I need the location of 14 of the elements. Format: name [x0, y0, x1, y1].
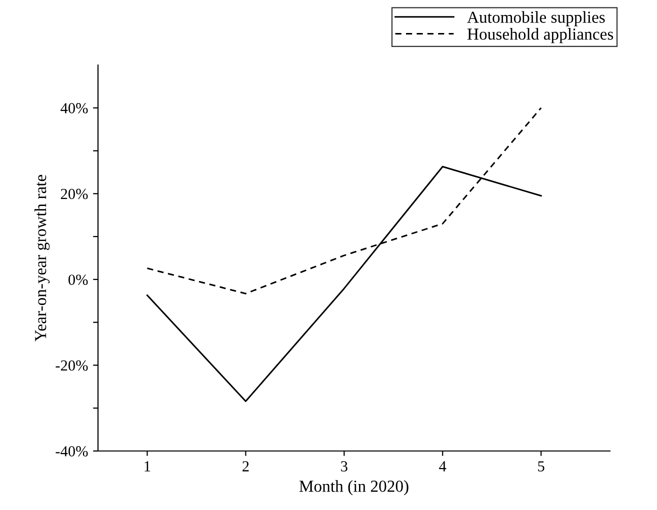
- legend-label: Automobile supplies: [467, 11, 605, 26]
- y-tick-label: 0%: [68, 274, 88, 285]
- y-tick-label: -20%: [56, 360, 88, 371]
- y-tick-label: -40%: [56, 446, 88, 456]
- legend-label: Household appliances: [467, 28, 614, 44]
- y-tick-label: 40%: [60, 103, 88, 114]
- x-tick-label: 1: [144, 461, 150, 472]
- y-axis-title: Year-on-year growth rate: [34, 174, 50, 342]
- x-tick-label: 2: [242, 461, 249, 472]
- x-axis-title: Month (in 2020): [299, 480, 408, 496]
- y-tick-label: 20%: [60, 188, 88, 200]
- x-tick-label: 4: [439, 461, 446, 472]
- x-tick-label: 3: [341, 461, 348, 472]
- x-tick-label: 5: [538, 461, 544, 472]
